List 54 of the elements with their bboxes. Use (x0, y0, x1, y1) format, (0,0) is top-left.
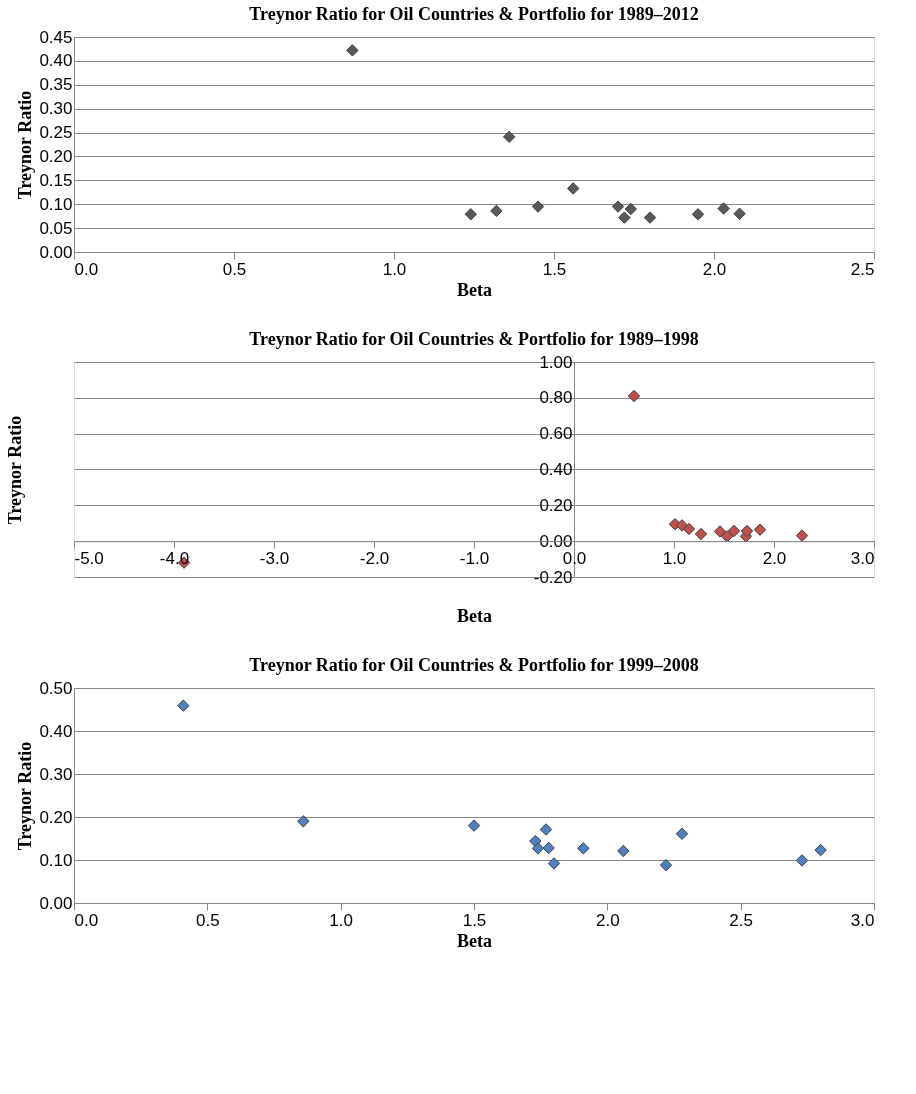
y-tick-label: 0.40 (39, 721, 73, 741)
x-tick-label: -5.0 (74, 548, 104, 568)
x-tick-label: -2.0 (359, 548, 390, 568)
x-tick-label: 1.0 (662, 548, 687, 568)
y-tick-label: -0.20 (533, 567, 573, 587)
y-tick-label: 0.00 (39, 242, 73, 262)
x-axis-title: Beta (457, 605, 492, 626)
y-tick-label: 0.40 (539, 460, 573, 479)
chart-title: Treynor Ratio for Oil Countries & Portfolio for 1989–2012 (249, 4, 699, 24)
x-tick-label: -3.0 (259, 548, 290, 568)
x-tick-label: 2.5 (850, 259, 875, 279)
y-tick-label: 0.80 (539, 388, 573, 408)
x-tick-label: -4.0 (159, 548, 190, 568)
x-axis-title: Beta (457, 930, 492, 951)
x-tick-label: 0.0 (74, 910, 99, 930)
y-tick-label: 0.30 (39, 99, 73, 119)
y-tick-label: 0.15 (39, 170, 73, 190)
x-tick-label: 1.0 (382, 259, 407, 279)
x-tick-label: 1.0 (329, 910, 353, 930)
x-tick-label: 3.0 (850, 910, 875, 930)
y-tick-label: 0.05 (39, 218, 73, 238)
y-tick-label: 0.20 (39, 146, 73, 166)
x-tick-label: 2.5 (729, 910, 753, 930)
y-tick-label: 0.60 (539, 424, 573, 444)
x-tick-label: 0.0 (562, 548, 587, 568)
y-axis-title: Treynor Ratio (15, 741, 36, 851)
y-tick-label: 0.45 (39, 27, 73, 47)
x-tick-label: 3.0 (850, 548, 875, 568)
y-tick-label: 0.30 (39, 764, 73, 784)
x-tick-label: 1.5 (462, 910, 487, 930)
x-tick-label: 1.5 (542, 259, 567, 279)
x-tick-label: 2.0 (762, 548, 787, 568)
x-tick-label: 0.5 (196, 910, 220, 930)
x-tick-label: 0.0 (74, 259, 99, 279)
y-tick-label: 0.10 (39, 850, 73, 870)
y-tick-label: 0.10 (39, 194, 73, 214)
y-tick-label: 0.35 (39, 75, 73, 95)
x-axis-title: Beta (457, 279, 492, 300)
chart-title: Treynor Ratio for Oil Countries & Portfolio for 1989–1998 (249, 329, 699, 349)
y-tick-label: 0.00 (539, 531, 573, 551)
x-tick-label: 2.0 (596, 910, 620, 930)
y-tick-label: 0.20 (39, 807, 73, 827)
x-tick-label: 0.5 (222, 259, 247, 279)
y-axis-title: Treynor Ratio (15, 90, 36, 200)
x-tick-label: 2.0 (702, 259, 727, 279)
y-tick-label: 0.50 (39, 678, 73, 698)
x-tick-label: -1.0 (459, 548, 490, 568)
y-tick-label: 0.25 (39, 123, 73, 143)
y-tick-label: 0.20 (539, 495, 573, 515)
y-tick-label: 0.00 (39, 893, 73, 913)
y-tick-label: 1.00 (539, 352, 573, 372)
chart-title: Treynor Ratio for Oil Countries & Portfolio for 1999–2008 (249, 655, 699, 675)
y-axis-title: Treynor Ratio (4, 415, 25, 525)
y-tick-label: 0.40 (39, 51, 73, 71)
